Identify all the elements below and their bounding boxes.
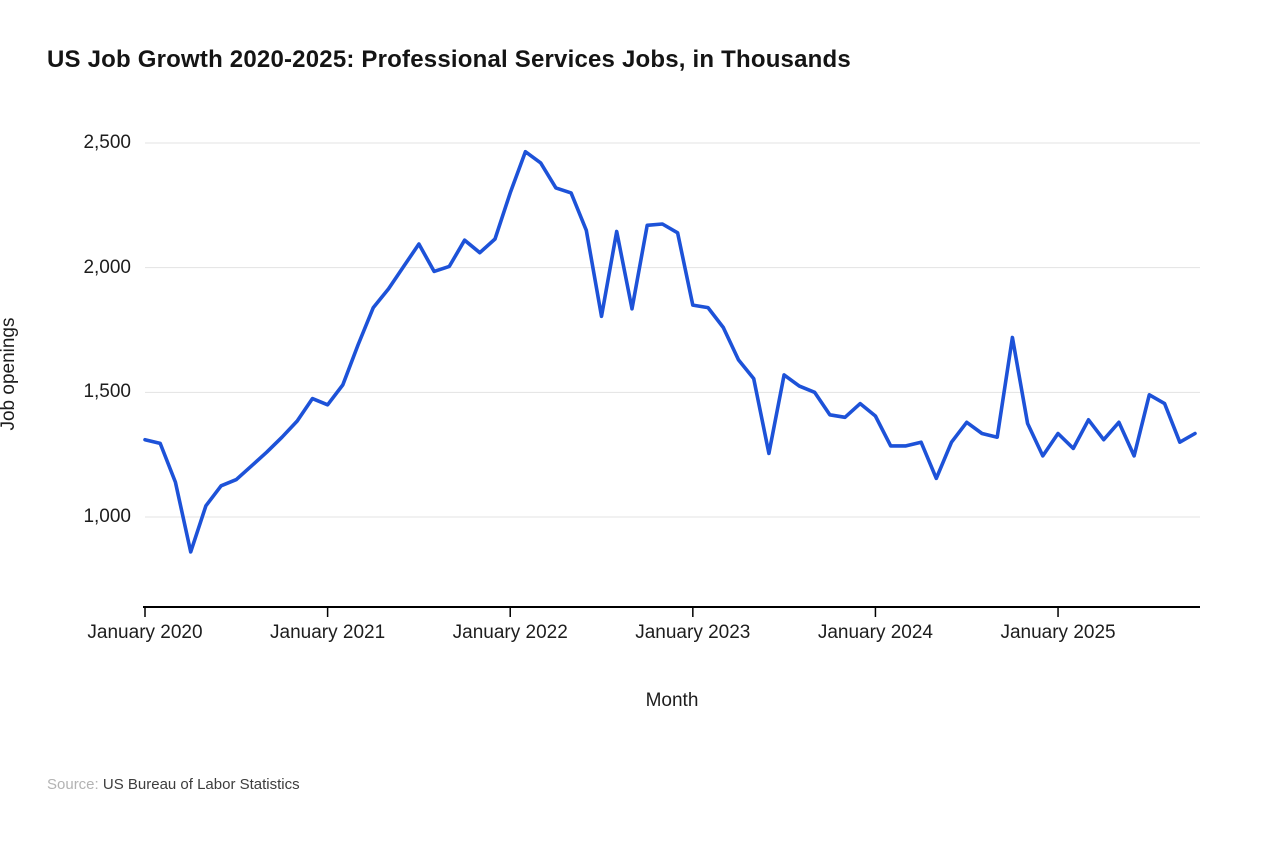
y-tick-label-2,000: 2,000 xyxy=(83,256,131,278)
source-prefix-label: Source: xyxy=(47,776,99,793)
x-tick-label-January 2021: January 2021 xyxy=(270,622,386,643)
x-tick-label-January 2020: January 2020 xyxy=(87,622,203,643)
source-text: US Bureau of Labor Statistics xyxy=(102,776,300,793)
y-tick-label-1,000: 1,000 xyxy=(83,506,131,527)
x-tick-label-January 2022: January 2022 xyxy=(452,622,568,643)
gridlines xyxy=(145,142,1200,518)
x-axis-line-and-ticks xyxy=(143,606,1200,617)
x-axis-title: Month xyxy=(645,690,699,711)
chart-title: US Job Growth 2020-2025: Professional Se… xyxy=(47,46,851,73)
job-openings-line-series xyxy=(143,149,1197,554)
x-tick-label-January 2025: January 2025 xyxy=(1000,622,1116,643)
x-tick-label-January 2024: January 2024 xyxy=(817,622,933,643)
source-note: Source: US Bureau of Labor Statistics xyxy=(47,776,300,793)
x-tick-label-January 2023: January 2023 xyxy=(635,622,751,643)
y-tick-label-2,500: 2,500 xyxy=(83,132,131,153)
y-tick-label-1,500: 1,500 xyxy=(83,381,131,403)
